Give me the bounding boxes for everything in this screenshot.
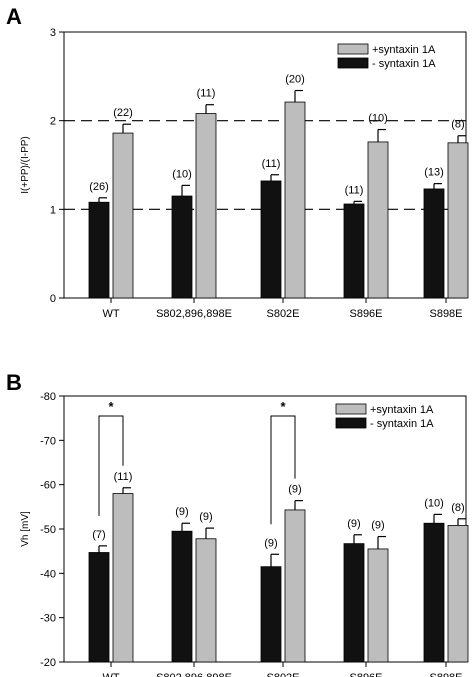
bar-plus-syntaxin (367, 548, 389, 663)
sample-size-label: (10) (424, 497, 444, 509)
bar-minus-syntaxin (88, 552, 110, 663)
y-tick-label: -50 (40, 524, 56, 536)
sample-size-label: (9) (199, 511, 212, 523)
sample-size-label: (22) (113, 107, 133, 119)
sample-size-label: (8) (451, 502, 464, 514)
bar-minus-syntaxin (343, 543, 365, 663)
bar-plus-syntaxin (447, 525, 469, 663)
sample-size-label: (11) (262, 158, 281, 170)
y-tick-label: -20 (40, 657, 56, 669)
x-tick-label: S802E (266, 672, 299, 677)
bar-plus-syntaxin (284, 101, 306, 299)
chart-panel-b: -20 -30 -40 -50 -60 -70 -80 Vh [mV] WT S802,896,8… (20, 391, 469, 677)
bar-minus-syntaxin (423, 522, 445, 663)
bar-minus-syntaxin (343, 203, 365, 299)
sample-size-label: (11) (197, 88, 216, 100)
y-tick-label: -70 (40, 435, 56, 447)
y-axis-label: I(+PP)/(I-PP) (20, 136, 31, 194)
sample-size-label: (26) (89, 181, 109, 193)
legend-swatch-minus (337, 57, 369, 69)
x-tick-label: S802,896,898E (156, 672, 232, 677)
bar-plus-syntaxin (195, 538, 217, 663)
sample-size-label: (10) (368, 113, 388, 125)
panel-label-b: B (6, 370, 22, 395)
bar-plus-syntaxin (284, 509, 306, 663)
sample-size-label: (9) (175, 506, 188, 518)
x-tick-label: WT (102, 672, 119, 677)
sample-size-label: (20) (285, 74, 305, 86)
legend-label: - syntaxin 1A (372, 58, 436, 70)
x-tick-label: S898E (429, 672, 462, 677)
bar-minus-syntaxin (88, 201, 110, 299)
significance-marker: * (108, 399, 114, 414)
y-tick-label: -30 (40, 613, 56, 625)
legend-swatch-plus (337, 43, 369, 55)
sample-size-label: (13) (424, 167, 444, 179)
x-tick-label: S898E (429, 308, 462, 320)
sample-size-label: (11) (345, 184, 364, 196)
sample-size-label: (7) (92, 529, 105, 541)
sample-size-label: (8) (451, 119, 464, 131)
bar-plus-syntaxin (447, 142, 469, 299)
y-tick-label: 1 (50, 204, 56, 216)
y-tick-label: 3 (50, 27, 56, 39)
bar-minus-syntaxin (260, 566, 282, 663)
y-tick-label: 0 (50, 293, 56, 305)
x-tick-label: S802,896,898E (156, 308, 232, 320)
y-tick-label: -40 (40, 568, 56, 580)
significance-marker: * (280, 399, 286, 414)
bar-minus-syntaxin (171, 530, 193, 663)
y-tick-label: 2 (50, 116, 56, 128)
legend-label: +syntaxin 1A (372, 44, 436, 56)
y-tick-label: -80 (40, 391, 56, 403)
legend-label: +syntaxin 1A (370, 404, 434, 416)
bar-minus-syntaxin (423, 188, 445, 299)
legend-label: - syntaxin 1A (370, 418, 434, 430)
y-axis-label: Vh [mV] (20, 511, 31, 547)
sample-size-label: (9) (288, 484, 301, 496)
panel-label-a: A (6, 4, 22, 29)
x-tick-label: S802E (266, 308, 299, 320)
x-tick-label: S896E (349, 672, 382, 677)
bar-plus-syntaxin (112, 132, 134, 299)
bar-plus-syntaxin (195, 113, 217, 299)
y-tick-label: -60 (40, 480, 56, 492)
legend-swatch-minus (335, 417, 367, 429)
legend: +syntaxin 1A - syntaxin 1A (337, 43, 436, 70)
chart-panel-a: 0 1 2 3 I(+PP)/(I-PP) WT S802,896,898E S802E S89… (20, 27, 469, 320)
sample-size-label: (9) (347, 518, 360, 530)
bar-plus-syntaxin (367, 141, 389, 299)
bar-minus-syntaxin (260, 180, 282, 299)
sample-size-label: (11) (114, 471, 133, 483)
significance-bracket (98, 415, 124, 516)
significance-bracket (270, 415, 296, 525)
x-tick-label: S896E (349, 308, 382, 320)
sample-size-label: (10) (172, 168, 192, 180)
bar-plus-syntaxin (112, 493, 134, 663)
legend: +syntaxin 1A - syntaxin 1A (335, 403, 434, 430)
x-tick-label: WT (102, 308, 119, 320)
bar-minus-syntaxin (171, 195, 193, 299)
legend-swatch-plus (335, 403, 367, 415)
sample-size-label: (9) (264, 537, 277, 549)
sample-size-label: (9) (371, 520, 384, 532)
